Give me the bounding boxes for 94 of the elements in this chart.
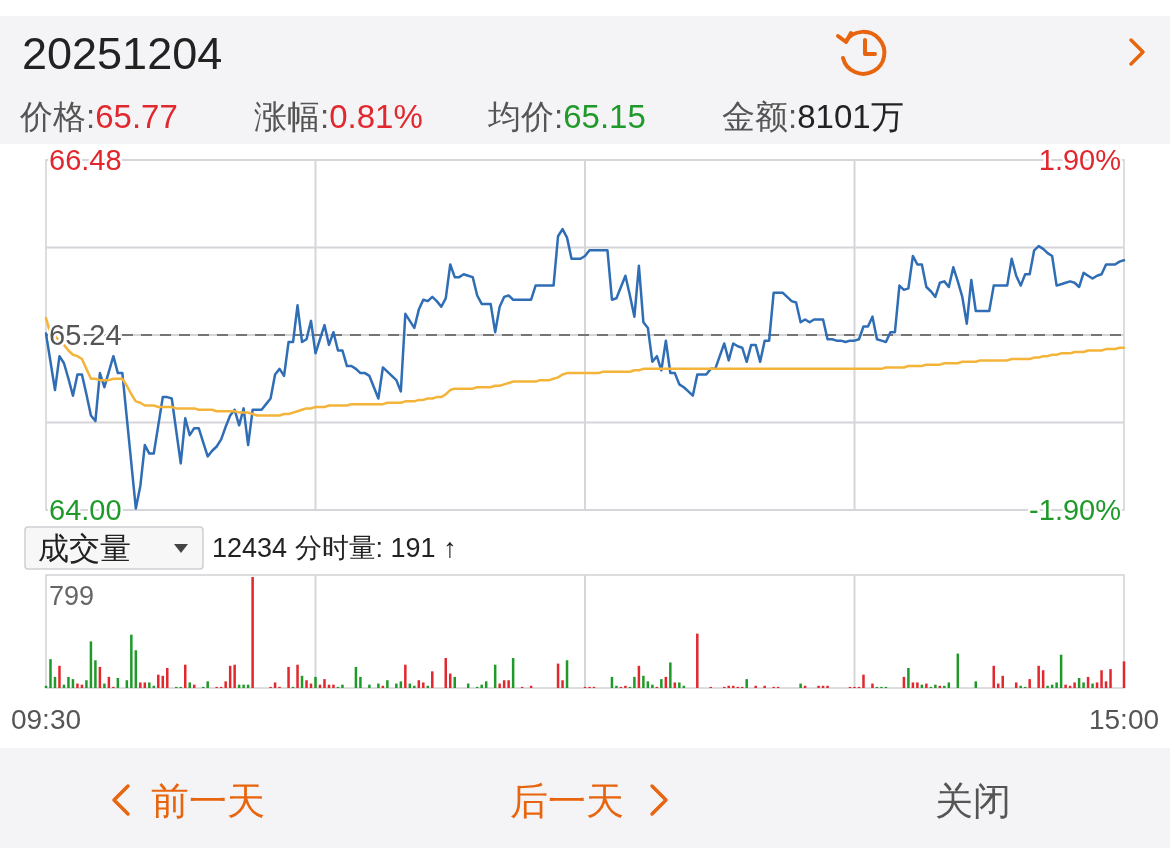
bar — [916, 682, 919, 688]
y-tick-label: 64.00 — [49, 494, 122, 526]
bar — [934, 684, 937, 688]
bar — [166, 668, 169, 688]
y2-tick-label: 1.90% — [1038, 144, 1121, 176]
bar — [67, 676, 70, 688]
bar — [233, 664, 236, 688]
bar — [148, 682, 151, 688]
bar — [287, 666, 290, 688]
bar — [642, 675, 645, 688]
bar — [871, 683, 874, 688]
bar — [826, 685, 829, 688]
bar — [1064, 684, 1067, 688]
bar — [1073, 682, 1076, 688]
bar — [1091, 683, 1094, 688]
line-series — [44, 316, 1126, 417]
bar — [332, 684, 335, 688]
bar — [1019, 685, 1022, 688]
bar — [561, 680, 564, 688]
bar — [386, 680, 389, 688]
bar — [1082, 682, 1085, 688]
text: 均价:65.15 — [487, 97, 646, 135]
bar — [413, 685, 416, 688]
bar — [251, 577, 254, 688]
bar — [314, 676, 317, 688]
text: 金额:8101万 — [722, 97, 904, 135]
bar — [130, 634, 133, 688]
bar — [242, 684, 245, 688]
text: 价格:65.77 — [19, 97, 178, 135]
bar — [453, 676, 456, 688]
bar — [377, 683, 380, 688]
bar — [907, 668, 910, 688]
bar — [660, 679, 663, 688]
bar — [862, 674, 865, 688]
bar — [633, 676, 636, 688]
x-tick-label: 09:30 — [10, 703, 82, 735]
bar — [224, 681, 227, 688]
bar — [157, 674, 160, 688]
annotation: 799 — [49, 581, 95, 611]
bar — [615, 685, 618, 688]
bar — [1109, 669, 1112, 688]
bar — [431, 671, 434, 688]
bar — [404, 664, 407, 688]
bar — [669, 662, 672, 688]
bar — [76, 683, 79, 688]
bar — [817, 685, 820, 688]
bar — [1046, 685, 1049, 688]
bar — [305, 680, 308, 688]
bar — [58, 665, 61, 688]
bar — [49, 659, 52, 688]
bar — [498, 683, 501, 688]
bar — [678, 682, 681, 688]
y-tick-label: 66.48 — [49, 144, 122, 176]
bar — [992, 665, 995, 688]
bar — [341, 684, 344, 688]
bar — [507, 680, 510, 688]
bar — [1055, 682, 1058, 688]
bar — [395, 683, 398, 688]
text: 关闭 — [935, 780, 1011, 822]
bar — [745, 679, 748, 688]
bar — [296, 664, 299, 688]
bar — [799, 683, 802, 688]
bar — [188, 682, 191, 688]
bar — [85, 680, 88, 688]
bar — [422, 682, 425, 688]
x-tick-label: 15:00 — [1088, 703, 1160, 735]
bar — [1100, 670, 1103, 688]
text: 前一天 — [151, 780, 265, 822]
bar — [943, 685, 946, 688]
y2-tick-label: -1.90% — [1029, 494, 1121, 526]
bar — [359, 676, 362, 688]
text: 后一天 — [510, 780, 624, 822]
bar — [925, 683, 928, 688]
bar — [727, 685, 730, 688]
bar — [1028, 679, 1031, 688]
bar — [103, 683, 106, 688]
bar — [139, 682, 142, 688]
bar — [754, 685, 757, 688]
chart-title: 成交量 — [38, 530, 131, 566]
bar — [323, 679, 326, 688]
bar — [651, 684, 654, 688]
bar — [1037, 665, 1040, 688]
bar — [696, 633, 699, 688]
bar — [94, 660, 97, 688]
bar — [368, 684, 371, 688]
bar — [449, 673, 452, 688]
text: 涨幅:0.81% — [254, 97, 423, 135]
bar — [763, 685, 766, 688]
bar — [480, 684, 483, 688]
chart-title: 20251204 — [22, 27, 223, 79]
bar — [1001, 675, 1004, 688]
chart-subtitle: 12434 分时量: 191 ↑ — [212, 533, 457, 563]
bar — [206, 681, 209, 688]
bar — [624, 685, 627, 688]
